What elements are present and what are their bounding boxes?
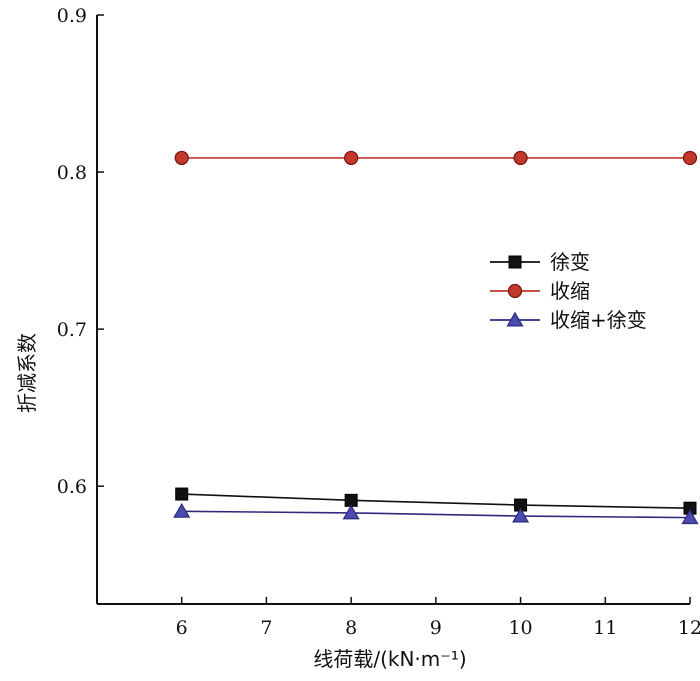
legend-marker: [506, 311, 524, 327]
data-point: [344, 493, 358, 507]
legend-label: 收缩+徐变: [550, 308, 647, 332]
legend-item-2: 收缩+徐变: [490, 308, 647, 332]
series-2: [173, 502, 699, 525]
axes: [96, 15, 690, 605]
legend-item-1: 收缩: [490, 279, 590, 303]
x-tick-label: 9: [430, 617, 442, 639]
series-line: [181, 510, 691, 519]
data-point: [682, 150, 698, 166]
data-point: [173, 502, 191, 518]
x-tick-label: 6: [176, 617, 188, 639]
legend-marker: [507, 283, 523, 299]
series-0: [175, 487, 697, 515]
series-layer: [173, 150, 699, 525]
data-point: [513, 150, 528, 166]
data-point: [175, 487, 189, 501]
y-tick-label: 0.9: [57, 5, 87, 27]
x-tick-label: 8: [345, 617, 357, 639]
legend-item-0: 徐变: [490, 250, 590, 274]
data-point: [681, 509, 699, 525]
y-tick-label: 0.6: [57, 476, 87, 498]
legend-marker: [508, 255, 522, 269]
data-point: [344, 150, 359, 166]
y-tick-label: 0.7: [57, 319, 87, 341]
series-line: [181, 493, 691, 509]
y-tick-label: 0.8: [57, 162, 87, 184]
series-1: [174, 150, 698, 166]
x-axis-title: 线荷载/(kN·m⁻¹): [313, 647, 466, 671]
data-point: [342, 504, 360, 520]
x-tick-label: 10: [508, 617, 532, 639]
x-axis-ticks: 6 7 8 9 10 11 12: [176, 597, 700, 639]
x-tick-label: 11: [593, 617, 617, 639]
legend-label: 徐变: [550, 250, 590, 274]
legend-label: 收缩: [550, 279, 590, 303]
data-point: [512, 507, 530, 523]
x-tick-label: 12: [678, 617, 700, 639]
y-axis-ticks: 0.6 0.7 0.8 0.9: [57, 5, 104, 498]
data-point: [174, 150, 189, 166]
x-tick-label: 7: [260, 617, 272, 639]
y-axis-title: 折减系数: [15, 333, 39, 413]
